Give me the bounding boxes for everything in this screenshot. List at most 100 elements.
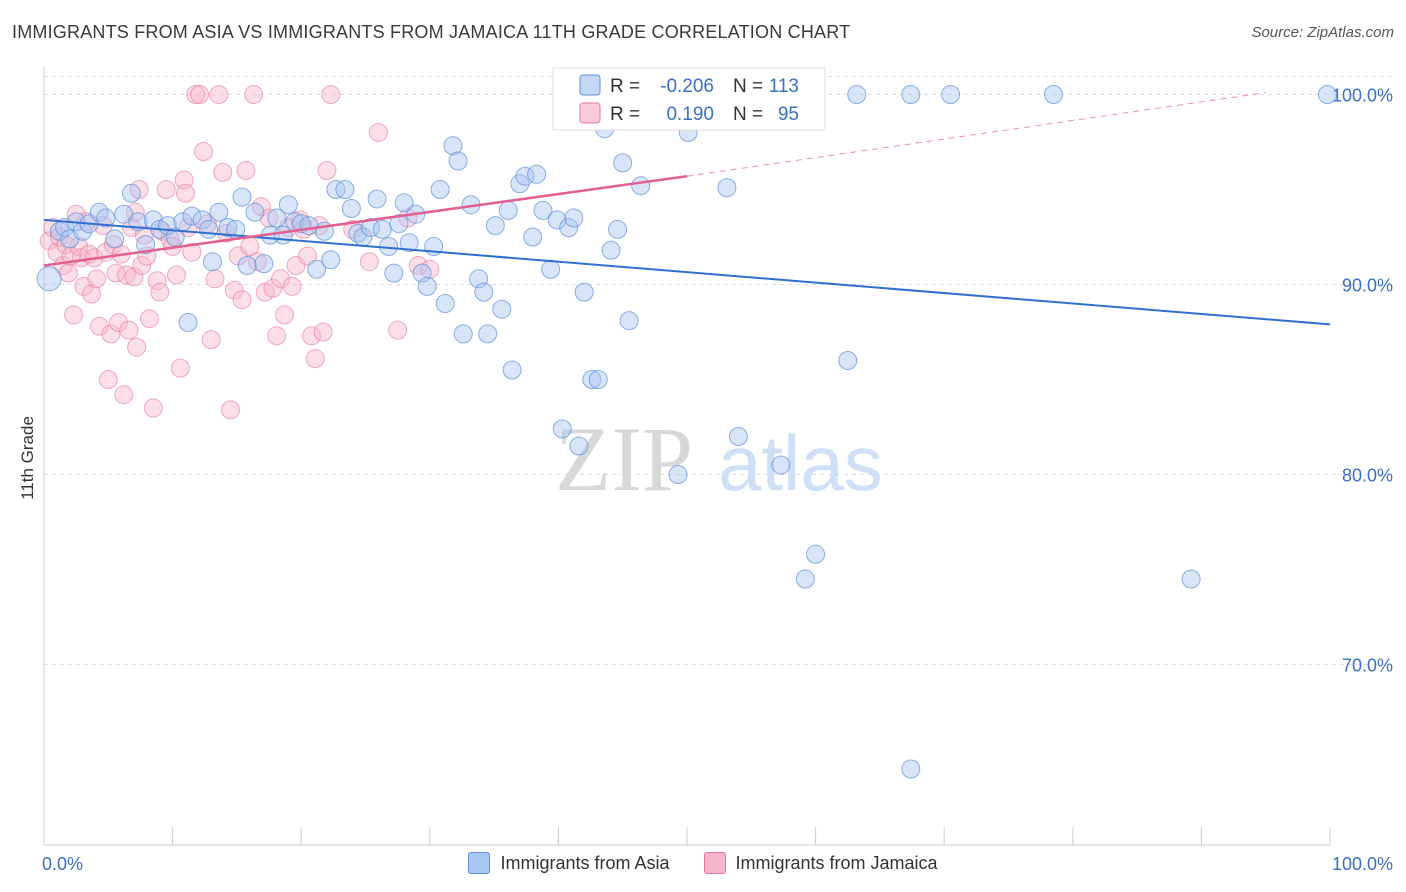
- asia-point: [631, 176, 651, 196]
- jamaica-point: [101, 324, 121, 344]
- asia-point: [527, 164, 547, 184]
- legend-label-jamaica: Immigrants from Jamaica: [735, 852, 938, 873]
- x-tick-label-0: 0.0%: [42, 854, 83, 874]
- jamaica-point: [209, 85, 229, 104]
- asia-point: [417, 276, 437, 296]
- y-tick-label-100: 100.0%: [1332, 86, 1393, 106]
- asia-point: [178, 313, 198, 332]
- asia-point: [348, 223, 368, 243]
- jamaica-point: [313, 322, 333, 342]
- jamaica-trendline-extension: [686, 92, 1266, 177]
- jamaica-stat-swatch: [579, 102, 601, 124]
- asia-point: [232, 187, 252, 207]
- jamaica-r-value: 0.190: [666, 104, 714, 125]
- asia-point: [485, 216, 505, 236]
- jamaica-trendline: [43, 174, 688, 267]
- jamaica-point: [224, 280, 244, 300]
- jamaica-point: [156, 180, 176, 199]
- asia-stat-swatch: [579, 74, 601, 96]
- axes: [43, 66, 1331, 846]
- asia-point: [372, 219, 392, 239]
- asia-point: [492, 299, 512, 319]
- y-tick-labels: 100.0% 90.0% 80.0% 70.0%: [1332, 86, 1393, 676]
- jamaica-point: [139, 309, 159, 329]
- x-tick-label-100: 100.0%: [1332, 854, 1393, 874]
- asia-point: [55, 218, 75, 237]
- asia-point: [901, 759, 921, 779]
- jamaica-point: [305, 349, 325, 369]
- jamaica-point: [298, 246, 318, 266]
- jamaica-point: [263, 278, 283, 298]
- trendlines: [43, 92, 1331, 326]
- asia-point: [717, 178, 737, 198]
- asia-point: [209, 202, 229, 222]
- watermark-atlas: atlas: [718, 419, 883, 507]
- jamaica-point: [170, 358, 190, 378]
- jamaica-point: [150, 282, 170, 302]
- jamaica-point: [282, 276, 302, 296]
- jamaica-point: [205, 269, 225, 289]
- y-axis-label: 11th Grade: [18, 416, 37, 500]
- asia-point: [105, 229, 125, 249]
- stats-legend: R = -0.206 N = 113 R = 0.190 N = 95: [552, 67, 826, 131]
- jamaica-r-label: R =: [610, 104, 640, 125]
- asia-point: [245, 202, 265, 222]
- jamaica-point: [359, 252, 379, 272]
- jamaica-point: [127, 337, 147, 357]
- asia-point: [1317, 85, 1337, 104]
- jamaica-point: [236, 161, 256, 180]
- asia-point: [601, 240, 621, 260]
- y-tick-label-70: 70.0%: [1342, 656, 1393, 676]
- asia-point: [121, 183, 141, 203]
- asia-point: [498, 200, 518, 220]
- jamaica-point: [247, 252, 267, 272]
- jamaica-point: [124, 267, 144, 287]
- asia-point: [582, 370, 602, 389]
- asia-point: [49, 221, 69, 241]
- legend-label-asia: Immigrants from Asia: [500, 852, 670, 873]
- asia-n-label: N =: [733, 76, 763, 97]
- asia-point: [838, 351, 858, 370]
- jamaica-point: [317, 161, 337, 180]
- zipatlas-watermark: ZIP atlas: [555, 408, 883, 510]
- jamaica-point: [58, 263, 78, 283]
- jamaica-point: [147, 271, 167, 291]
- asia-point: [267, 208, 287, 228]
- asia-point: [771, 455, 791, 475]
- jamaica-point: [143, 398, 163, 418]
- asia-point: [278, 195, 298, 215]
- asia-point: [533, 200, 553, 220]
- asia-point: [515, 166, 535, 186]
- jamaica-point: [271, 269, 291, 289]
- y-tick-label-90: 90.0%: [1342, 276, 1393, 296]
- jamaica-point: [244, 85, 264, 104]
- jamaica-point: [213, 162, 233, 182]
- jamaica-point: [119, 320, 139, 340]
- jamaica-point: [274, 305, 294, 325]
- jamaica-point: [193, 142, 213, 161]
- asia-point: [478, 324, 498, 344]
- asia-point: [399, 233, 419, 253]
- legend-item-jamaica[interactable]: Immigrants from Jamaica: [703, 852, 938, 874]
- jamaica-point: [368, 123, 388, 142]
- asia-point: [523, 227, 543, 247]
- legend-item-asia[interactable]: Immigrants from Asia: [468, 852, 670, 874]
- asia-point: [335, 180, 355, 199]
- bottom-legend: Immigrants from Asia Immigrants from Jam…: [0, 852, 1406, 874]
- asia-point: [96, 208, 116, 228]
- asia-n-value: 113: [769, 76, 799, 97]
- asia-point: [254, 254, 274, 274]
- x-tick-labels: 0.0% 100.0%: [42, 854, 1393, 874]
- jamaica-point: [267, 326, 287, 346]
- asia-point: [367, 189, 387, 209]
- jamaica-point: [116, 265, 136, 285]
- jamaica-point: [220, 400, 240, 420]
- jamaica-point: [89, 316, 109, 336]
- asia-point: [435, 294, 455, 313]
- legend-swatch-asia: [468, 852, 491, 874]
- asia-r-label: R =: [610, 76, 640, 97]
- asia-point: [552, 419, 572, 439]
- asia-point: [218, 218, 238, 237]
- asia-point: [1044, 85, 1064, 104]
